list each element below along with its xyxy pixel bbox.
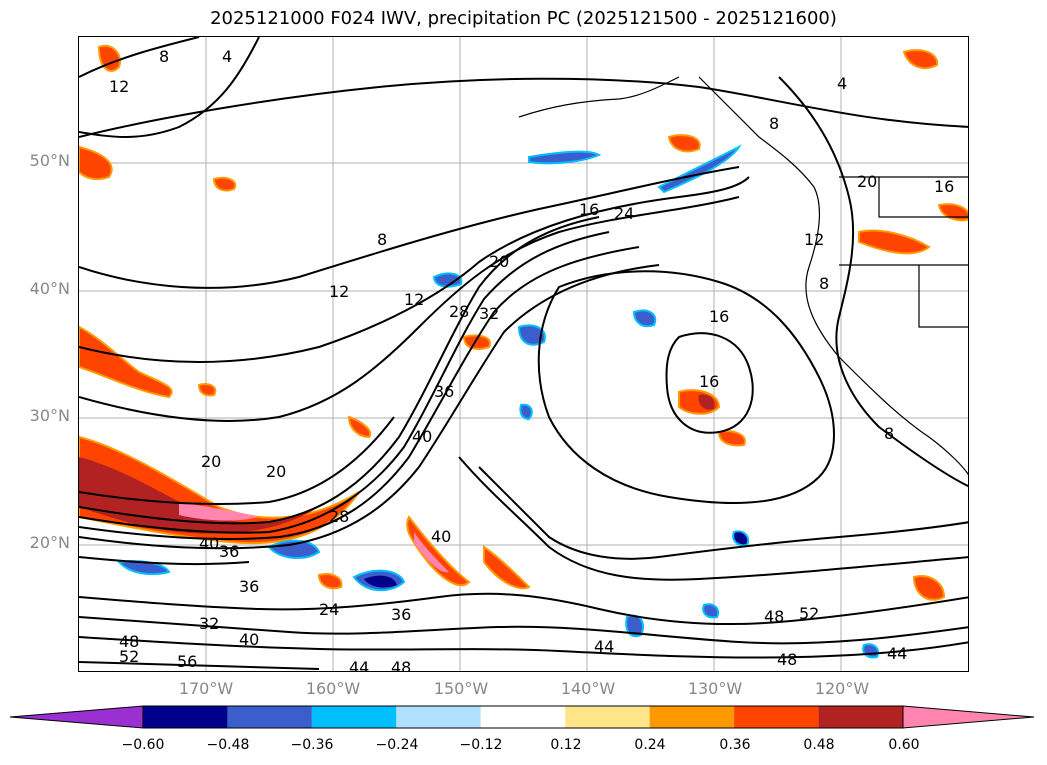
contour-label: 24 xyxy=(614,204,634,223)
contour-label: 4 xyxy=(837,74,847,93)
contour-label: 12 xyxy=(109,77,129,96)
contour-label: 12 xyxy=(804,230,824,249)
contour-label: 20 xyxy=(857,172,877,191)
colorbar-tick-label: −0.36 xyxy=(290,737,334,753)
lat-label-20n: 20°N xyxy=(29,533,70,552)
map-canvas: 12 8 4 4 8 16 16 24 8 20 12 12 28 32 16 … xyxy=(79,37,968,672)
contour-label: 40 xyxy=(412,427,432,446)
contour-label: 4 xyxy=(222,47,232,66)
contour-label: 16 xyxy=(579,200,599,219)
contour-label: 16 xyxy=(709,307,729,326)
lon-label-130w: 130°W xyxy=(687,679,743,698)
colorbar-segment xyxy=(649,706,735,728)
contour-label: 20 xyxy=(266,462,286,481)
colorbar-segment xyxy=(565,706,650,728)
contour-label: 24 xyxy=(319,600,339,619)
contour-label: 32 xyxy=(199,614,219,633)
colorbar-segment xyxy=(818,706,903,728)
contour-label: 8 xyxy=(769,114,779,133)
colorbar-extend-min xyxy=(10,705,144,729)
map-panel[interactable]: 12 8 4 4 8 16 16 24 8 20 12 12 28 32 16 … xyxy=(78,36,969,672)
contour-label: 48 xyxy=(391,658,411,672)
contour-label: 32 xyxy=(479,304,499,323)
contour-label: 28 xyxy=(329,507,349,526)
colorbar-segment xyxy=(396,706,481,728)
colorbar-tick-label: −0.60 xyxy=(121,737,165,753)
colorbar xyxy=(10,705,1035,729)
contour-label: 40 xyxy=(199,534,219,553)
colorbar-segment xyxy=(143,706,228,728)
contour-label: 52 xyxy=(119,647,139,666)
iwv-contours xyxy=(79,37,968,670)
contour-label: 20 xyxy=(489,252,509,271)
map-title: 2025121000 F024 IWV, precipitation PC (2… xyxy=(210,8,837,29)
precip-negative-areas xyxy=(116,144,880,659)
gridlines xyxy=(79,37,968,671)
contour-label: 56 xyxy=(177,652,197,671)
contour-label: 12 xyxy=(404,290,424,309)
contour-label: 44 xyxy=(349,658,369,672)
lon-label-150w: 150°W xyxy=(433,679,489,698)
colorbar-border xyxy=(142,705,904,729)
lon-label-120w: 120°W xyxy=(814,679,870,698)
contour-label: 44 xyxy=(594,637,614,656)
lat-label-50n: 50°N xyxy=(29,151,70,170)
colorbar-tick-label: −0.48 xyxy=(206,737,250,753)
contour-label: 8 xyxy=(159,47,169,66)
colorbar-tick-label: −0.12 xyxy=(459,737,503,753)
lon-label-160w: 160°W xyxy=(305,679,361,698)
lon-label-140w: 140°W xyxy=(560,679,616,698)
contour-label: 36 xyxy=(219,542,239,561)
contour-label: 12 xyxy=(329,282,349,301)
contour-label: 8 xyxy=(884,424,894,443)
colorbar-extend-max xyxy=(902,705,1035,729)
contour-label: 40 xyxy=(239,630,259,649)
contour-label: 8 xyxy=(377,230,387,249)
colorbar-tick-label: 0.12 xyxy=(550,737,582,753)
colorbar-tick-label: 0.24 xyxy=(634,737,666,753)
contour-label: 48 xyxy=(777,650,797,669)
contour-label: 36 xyxy=(239,577,259,596)
contour-label: 20 xyxy=(201,452,221,471)
coastlines xyxy=(518,76,968,476)
colorbar-segment xyxy=(734,706,819,728)
contour-label: 16 xyxy=(934,177,954,196)
contour-label: 48 xyxy=(764,607,784,626)
lat-label-40n: 40°N xyxy=(29,279,70,298)
colorbar-tick-label: −0.24 xyxy=(375,737,419,753)
contour-label: 44 xyxy=(887,644,907,663)
colorbar-tick-label: 0.48 xyxy=(803,737,835,753)
colorbar-segment xyxy=(311,706,397,728)
precip-positive-areas xyxy=(79,44,968,601)
contour-label: 36 xyxy=(434,382,454,401)
contour-label: 52 xyxy=(799,604,819,623)
contour-labels: 12 8 4 4 8 16 16 24 8 20 12 12 28 32 16 … xyxy=(109,47,954,672)
contour-label: 28 xyxy=(449,302,469,321)
contour-label: 40 xyxy=(431,527,451,546)
colorbar-segment xyxy=(227,706,312,728)
colorbar-tick-label: 0.36 xyxy=(719,737,751,753)
colorbar-tick-label: 0.60 xyxy=(888,737,920,753)
contour-label: 36 xyxy=(391,605,411,624)
contour-label: 16 xyxy=(699,372,719,391)
contour-label: 48 xyxy=(119,632,139,651)
contour-label: 8 xyxy=(819,274,829,293)
lon-label-170w: 170°W xyxy=(178,679,234,698)
colorbar-segment xyxy=(480,706,566,728)
lat-label-30n: 30°N xyxy=(29,406,70,425)
